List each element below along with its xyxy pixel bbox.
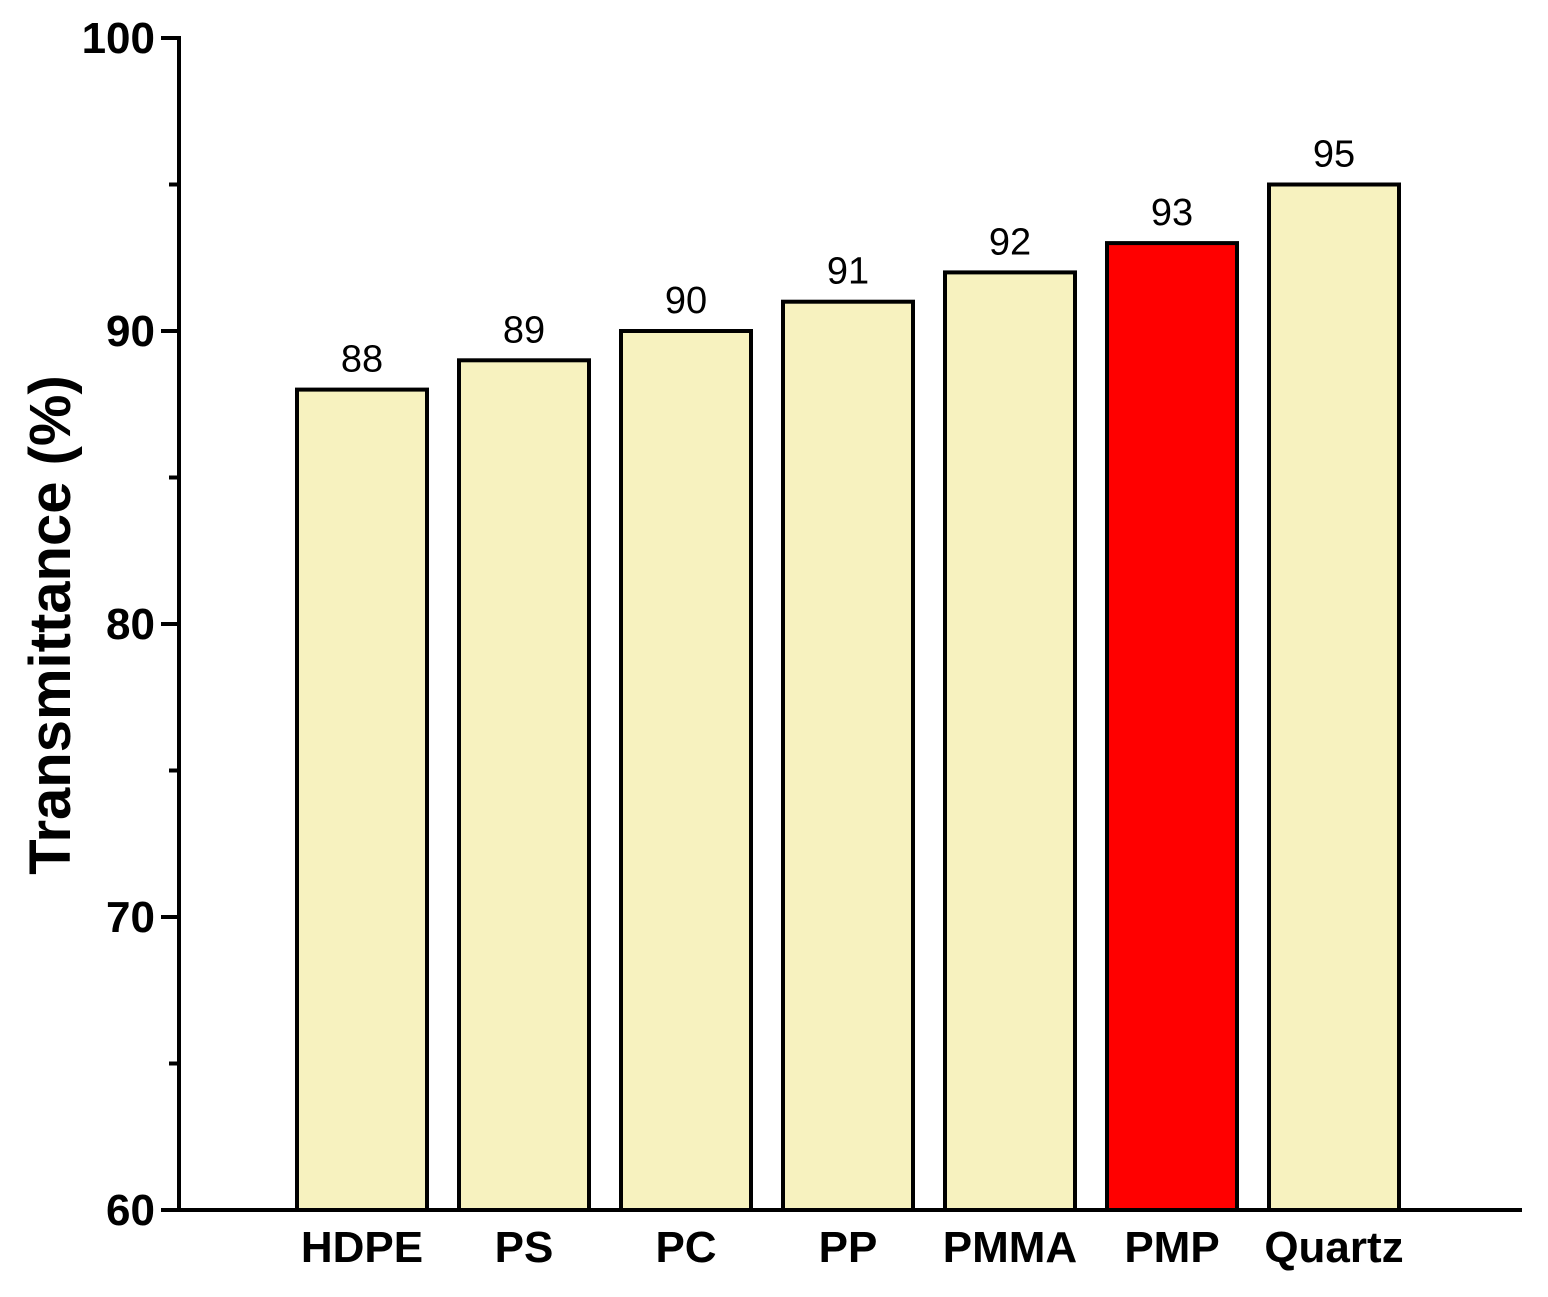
bar-pmma bbox=[943, 270, 1077, 1212]
bar-quartz bbox=[1267, 182, 1401, 1212]
y-tick-label: 80 bbox=[106, 600, 155, 649]
value-label-pmma: 92 bbox=[989, 221, 1031, 263]
x-tick-label-quartz: Quartz bbox=[1264, 1223, 1403, 1272]
x-tick-label-pmma: PMMA bbox=[943, 1223, 1077, 1272]
bar-ps bbox=[457, 358, 591, 1212]
bar-pc bbox=[619, 329, 753, 1212]
y-tick-label: 100 bbox=[82, 14, 155, 63]
x-tick-label-pc: PC bbox=[655, 1223, 716, 1272]
value-label-hdpe: 88 bbox=[341, 339, 383, 381]
x-tick-label-pmp: PMP bbox=[1124, 1223, 1219, 1272]
x-tick-label-ps: PS bbox=[495, 1223, 554, 1272]
x-tick-label-pp: PP bbox=[819, 1223, 878, 1272]
bars bbox=[295, 182, 1401, 1213]
y-tick-label: 90 bbox=[106, 307, 155, 356]
bar-hdpe bbox=[295, 387, 429, 1213]
y-axis-title: Transmittance (%) bbox=[18, 375, 83, 875]
value-label-pmp: 93 bbox=[1151, 192, 1193, 234]
bar-pmp bbox=[1105, 241, 1239, 1213]
value-label-ps: 89 bbox=[503, 309, 545, 351]
x-tick-label-hdpe: HDPE bbox=[301, 1223, 423, 1272]
y-tick-label: 60 bbox=[106, 1186, 155, 1235]
value-label-pp: 91 bbox=[827, 251, 869, 293]
value-label-quartz: 95 bbox=[1313, 134, 1355, 176]
value-label-pc: 90 bbox=[665, 280, 707, 322]
y-tick-label: 70 bbox=[106, 893, 155, 942]
bar-pp bbox=[781, 299, 915, 1212]
labels: 88 HDPE 89 PS 90 PC 91 PP 92 PMMA 93 PMP 95 Quartz bbox=[301, 134, 1404, 1273]
